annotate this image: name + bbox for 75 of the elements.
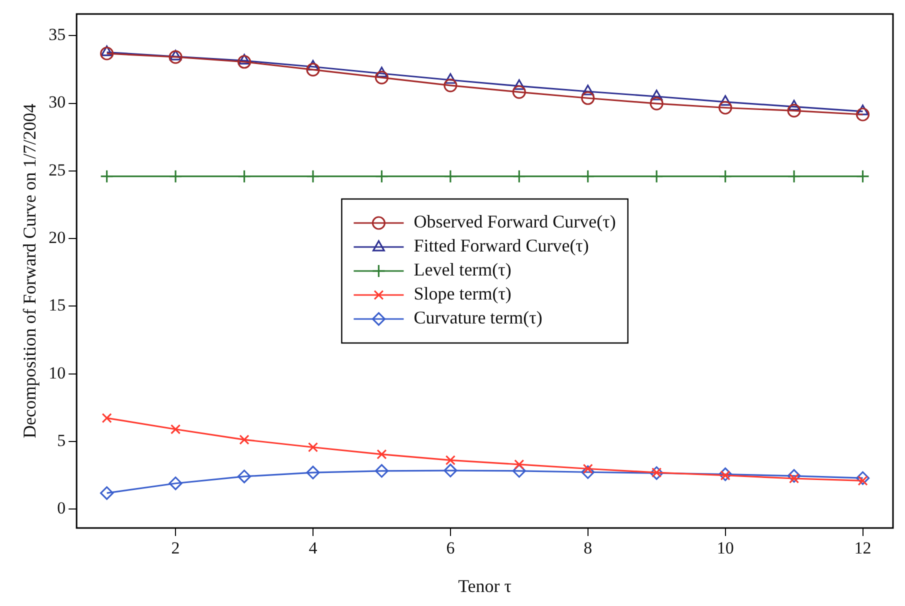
point bbox=[718, 100, 732, 115]
point bbox=[100, 486, 114, 500]
point bbox=[788, 100, 800, 110]
y-axis-title: Decomposition of Forward Curve on 1/7/2004 bbox=[20, 104, 40, 438]
point bbox=[719, 95, 732, 106]
point bbox=[239, 434, 250, 445]
point bbox=[718, 468, 732, 482]
y-tick-label: 0 bbox=[57, 498, 66, 518]
point bbox=[102, 412, 112, 424]
point bbox=[856, 170, 870, 184]
x-tick-label: 10 bbox=[716, 538, 734, 558]
legend-label: Curvature term(τ) bbox=[414, 308, 542, 328]
point bbox=[237, 170, 252, 184]
point bbox=[374, 70, 389, 84]
y-tick-label: 5 bbox=[57, 430, 66, 450]
point bbox=[100, 170, 114, 184]
legend-label: Slope term(τ) bbox=[414, 284, 512, 304]
x-tick-label: 2 bbox=[171, 538, 180, 558]
x-tick-label: 4 bbox=[308, 538, 318, 558]
y-tick-label: 35 bbox=[48, 25, 66, 44]
y-tick-label: 25 bbox=[48, 160, 66, 180]
point bbox=[445, 455, 456, 466]
point bbox=[170, 50, 182, 60]
point bbox=[787, 170, 801, 184]
point bbox=[444, 464, 458, 478]
point bbox=[650, 170, 664, 184]
point bbox=[308, 442, 318, 452]
x-axis-title: Tenor τ bbox=[458, 576, 512, 596]
legend-label: Observed Forward Curve(τ) bbox=[414, 212, 616, 232]
point bbox=[512, 464, 526, 478]
point bbox=[238, 54, 250, 64]
point bbox=[444, 73, 456, 84]
point bbox=[512, 85, 526, 99]
point bbox=[787, 104, 801, 118]
point bbox=[376, 66, 388, 78]
point bbox=[100, 45, 113, 56]
point bbox=[650, 90, 663, 100]
y-tick-label: 20 bbox=[48, 228, 66, 248]
point bbox=[444, 78, 458, 92]
point bbox=[582, 84, 594, 96]
point bbox=[856, 108, 870, 122]
point bbox=[787, 469, 801, 483]
point bbox=[650, 96, 664, 110]
point bbox=[168, 170, 182, 184]
y-tick-label: 10 bbox=[48, 363, 66, 382]
point bbox=[170, 424, 181, 434]
point bbox=[306, 466, 320, 480]
point bbox=[856, 104, 869, 116]
legend-label: Level term(τ) bbox=[414, 260, 512, 280]
y-tick-label: 15 bbox=[48, 296, 66, 315]
legend-label: Fitted Forward Curve(τ) bbox=[414, 236, 589, 256]
point bbox=[100, 46, 114, 60]
y-tick-label: 30 bbox=[48, 92, 66, 112]
point bbox=[581, 170, 595, 184]
point bbox=[444, 170, 458, 184]
point bbox=[513, 79, 526, 90]
point bbox=[307, 60, 319, 71]
point bbox=[514, 459, 524, 470]
point bbox=[376, 449, 387, 460]
point bbox=[581, 91, 595, 105]
point bbox=[168, 50, 182, 64]
point bbox=[718, 170, 732, 184]
x-tick-label: 8 bbox=[584, 538, 592, 558]
point bbox=[374, 464, 389, 478]
point bbox=[306, 170, 320, 184]
point bbox=[237, 470, 252, 484]
point bbox=[581, 465, 595, 479]
point bbox=[856, 471, 870, 485]
x-tick-label: 6 bbox=[446, 538, 455, 558]
x-tick-label: 12 bbox=[854, 538, 872, 558]
point bbox=[374, 170, 389, 184]
point bbox=[306, 62, 320, 77]
point bbox=[237, 55, 252, 69]
point bbox=[168, 476, 182, 490]
point bbox=[512, 170, 526, 184]
